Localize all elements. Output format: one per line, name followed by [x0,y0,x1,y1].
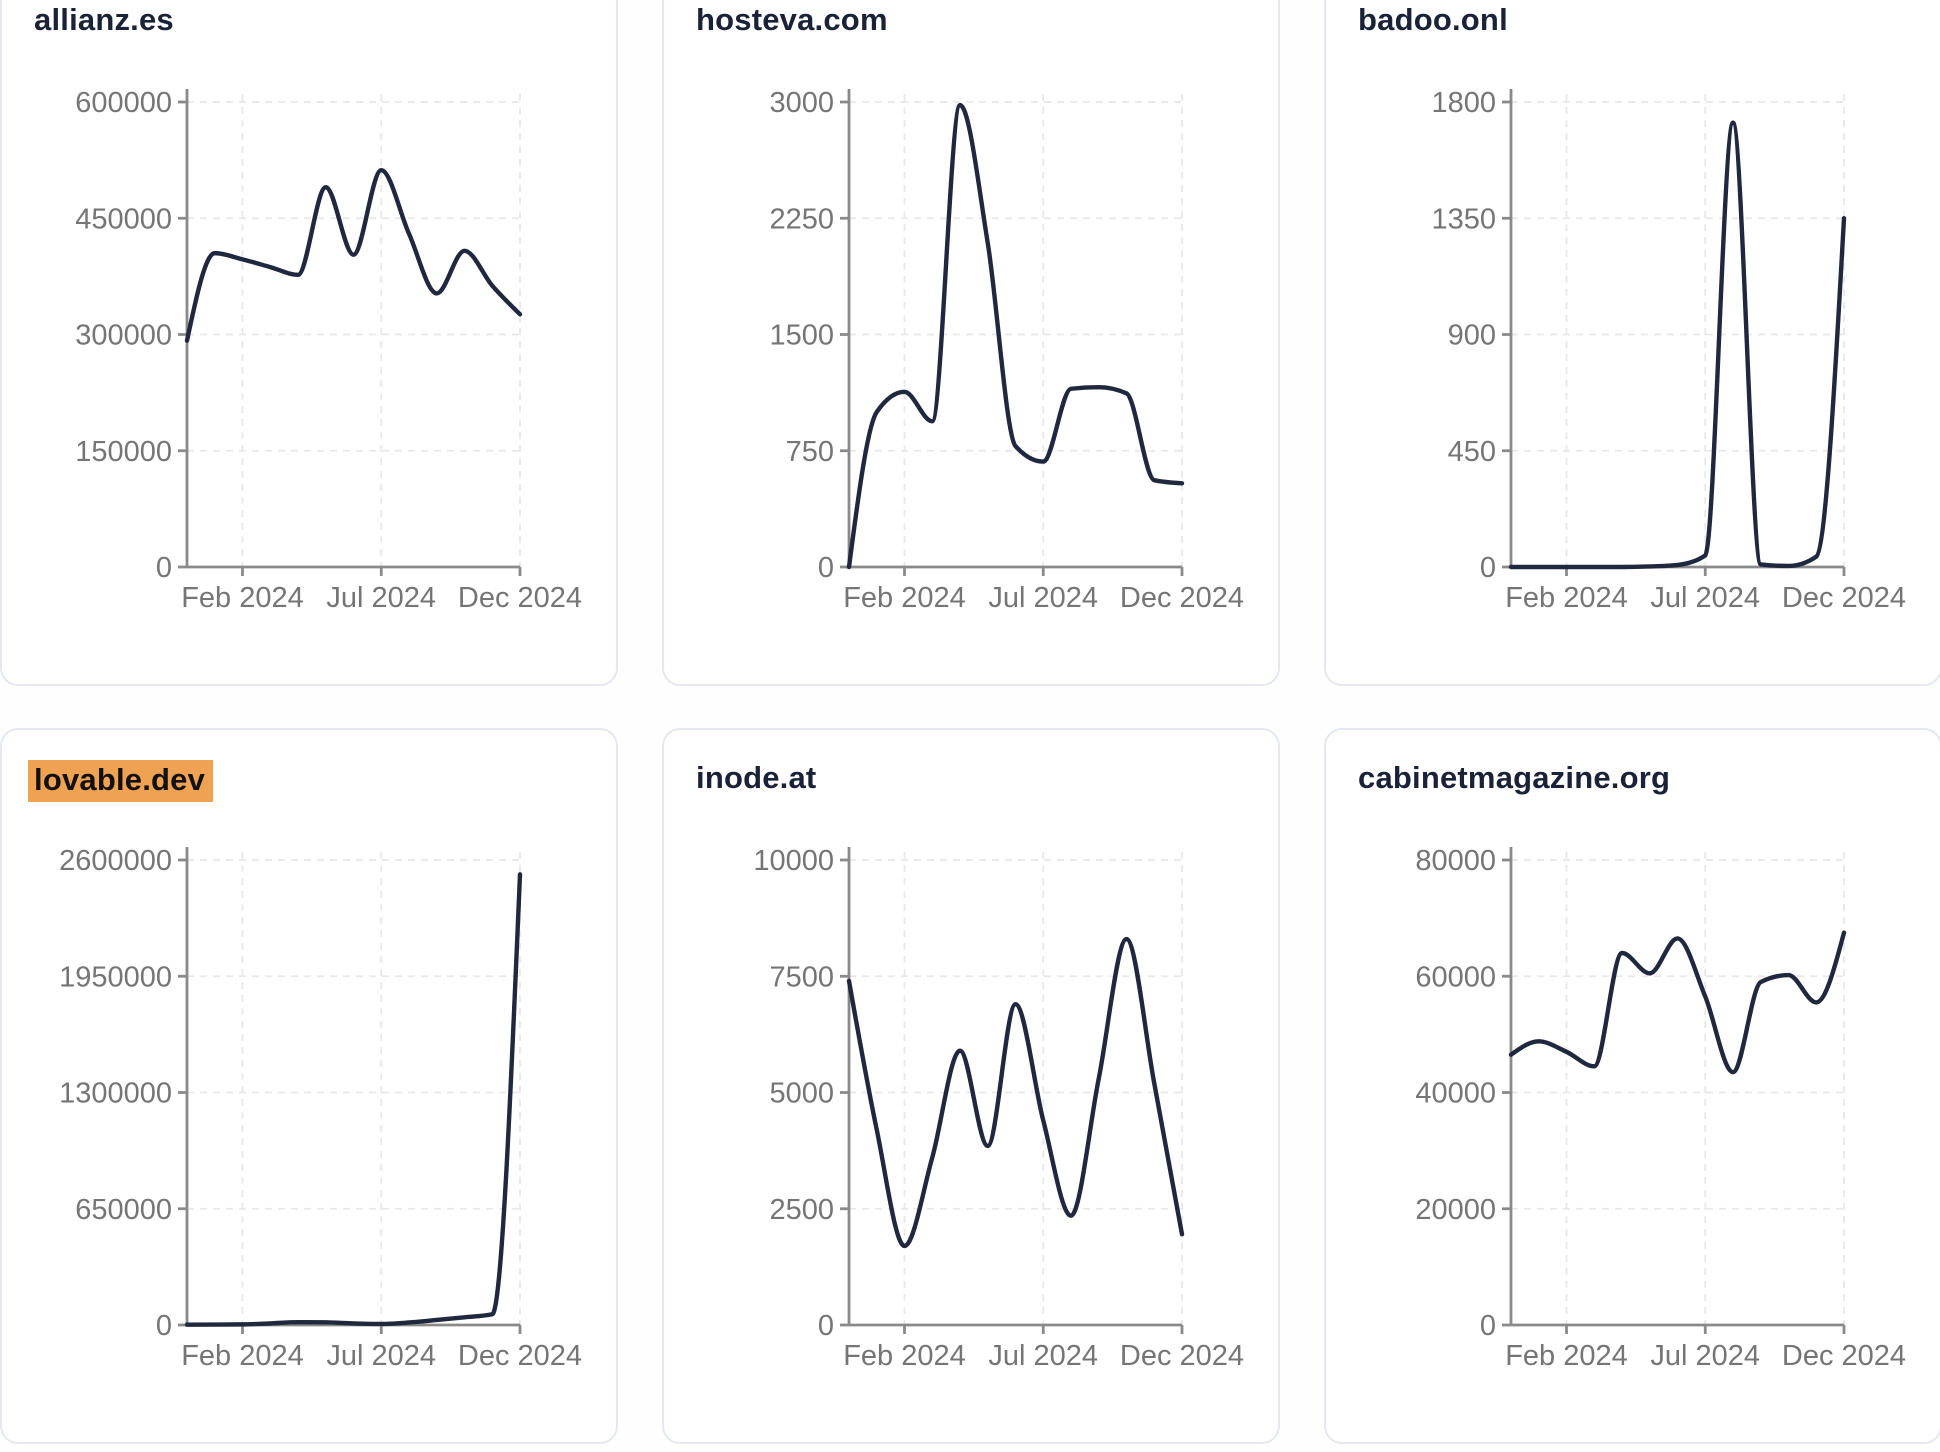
y-tick-label: 650000 [75,1194,172,1226]
y-tick-label: 2500 [769,1194,834,1226]
y-tick-label: 80000 [1415,845,1496,877]
chart-title-text[interactable]: inode.at [696,760,817,795]
y-tick-label: 40000 [1415,1078,1496,1110]
y-tick-label: 900 [1448,320,1496,352]
series-line [184,168,523,343]
chart-plot: 10000 7500 5000 2500 0 Feb 2024 Jul 2024 Dec 20… [753,845,1244,1372]
series-line [184,872,523,1327]
y-tick-label: 0 [156,552,172,584]
x-tick-label: Dec 2024 [1782,1340,1906,1372]
chart-title[interactable]: hosteva.com [696,2,888,38]
y-tick-label: 450000 [75,203,172,235]
x-tick-label: Dec 2024 [458,1340,582,1372]
chart-card: hosteva.com 3000 2250 1500 750 0 Feb 2024 Jul … [662,0,1280,686]
y-tick-label: 300000 [75,320,172,352]
y-tick-label: 0 [1480,1310,1496,1342]
x-tick-label: Dec 2024 [1120,1340,1244,1372]
chart-card: inode.at 10000 7500 5000 2500 0 Feb 2024 Jul 2… [662,728,1280,1444]
chart-plot: 2600000 1950000 1300000 650000 0 Feb 2024 Jul … [59,845,582,1372]
y-tick-label: 150000 [75,436,172,468]
chart-title-text[interactable]: badoo.onl [1358,2,1508,37]
chart-title-text[interactable]: allianz.es [34,2,174,37]
y-tick-label: 1350 [1431,203,1496,235]
y-tick-label: 10000 [753,845,834,877]
series-line [1508,930,1847,1075]
x-tick-label: Jul 2024 [988,1340,1098,1372]
y-tick-label: 20000 [1415,1194,1496,1226]
chart-card: lovable.dev 2600000 1950000 1300000 650000 0… [0,728,618,1444]
x-tick-label: Dec 2024 [1120,582,1244,614]
y-tick-label: 2600000 [59,845,172,877]
y-tick-label: 5000 [769,1078,834,1110]
y-tick-label: 750 [786,436,834,468]
x-tick-label: Feb 2024 [1505,582,1628,614]
y-tick-label: 3000 [769,87,834,119]
x-tick-label: Feb 2024 [843,1340,966,1372]
chart-card: allianz.es 600000 450000 300000 150000 0 Feb … [0,0,618,686]
x-tick-label: Feb 2024 [181,1340,304,1372]
x-tick-label: Feb 2024 [1505,1340,1628,1372]
y-tick-label: 0 [156,1310,172,1342]
y-tick-label: 60000 [1415,961,1496,993]
series-line [846,936,1185,1249]
y-tick-label: 450 [1448,436,1496,468]
chart-plot: 3000 2250 1500 750 0 Feb 2024 Jul 2024 Dec 2024 [769,87,1244,614]
chart-title[interactable]: badoo.onl [1358,2,1508,38]
x-tick-label: Dec 2024 [1782,582,1906,614]
y-tick-label: 1950000 [59,961,172,993]
y-tick-label: 1500 [769,320,834,352]
y-tick-label: 0 [818,1310,834,1342]
chart-title[interactable]: cabinetmagazine.org [1358,760,1670,796]
x-tick-label: Dec 2024 [458,582,582,614]
x-tick-label: Feb 2024 [843,582,966,614]
x-tick-label: Jul 2024 [326,1340,436,1372]
x-tick-label: Jul 2024 [326,582,436,614]
chart-title-text[interactable]: lovable.dev [28,760,214,802]
y-tick-label: 1800 [1431,87,1496,119]
chart-title[interactable]: allianz.es [34,2,174,38]
chart-title-text[interactable]: hosteva.com [696,2,888,37]
chart-title[interactable]: lovable.dev [28,760,214,802]
y-tick-label: 0 [818,552,834,584]
chart-title[interactable]: inode.at [696,760,816,796]
x-tick-label: Jul 2024 [1650,582,1760,614]
series-line [1508,120,1847,570]
chart-card: badoo.onl 1800 1350 900 450 0 Feb 2024 Jul 202… [1324,0,1940,686]
chart-title-text[interactable]: cabinetmagazine.org [1358,760,1671,795]
chart-plot: 80000 60000 40000 20000 0 Feb 2024 Jul 2024 Dec… [1415,845,1906,1372]
chart-plot: 1800 1350 900 450 0 Feb 2024 Jul 2024 Dec 2024 [1431,87,1906,614]
series-line [846,102,1185,570]
y-tick-label: 1300000 [59,1078,172,1110]
x-tick-label: Jul 2024 [988,582,1098,614]
y-tick-label: 600000 [75,87,172,119]
y-tick-label: 7500 [769,961,834,993]
x-tick-label: Jul 2024 [1650,1340,1760,1372]
chart-card: cabinetmagazine.org 80000 60000 40000 20000… [1324,728,1940,1444]
chart-plot: 600000 450000 300000 150000 0 Feb 2024 Jul 202… [75,87,582,614]
x-tick-label: Feb 2024 [181,582,304,614]
y-tick-label: 2250 [769,203,834,235]
y-tick-label: 0 [1480,552,1496,584]
